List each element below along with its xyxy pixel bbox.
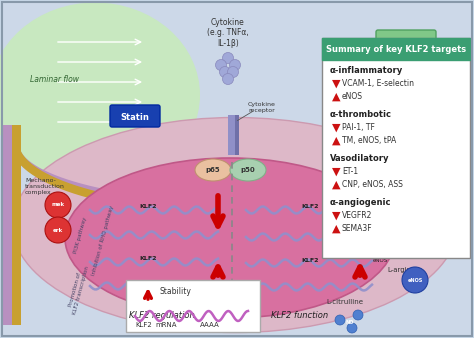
Text: KLF2 function: KLF2 function (272, 311, 328, 319)
Text: CNP, eNOS, ASS: CNP, eNOS, ASS (342, 180, 403, 189)
FancyBboxPatch shape (423, 123, 447, 139)
Text: TM, eNOS, tPA: TM, eNOS, tPA (342, 136, 396, 145)
Text: ▲: ▲ (332, 136, 340, 146)
Text: eNOS: eNOS (342, 92, 363, 101)
Text: ▲: ▲ (332, 92, 340, 102)
Ellipse shape (396, 70, 468, 130)
Circle shape (353, 310, 363, 320)
Text: α-inflammatory: α-inflammatory (330, 66, 403, 75)
Text: p50: p50 (241, 167, 255, 173)
Text: KLF2: KLF2 (301, 258, 319, 263)
Bar (12, 125, 21, 325)
Text: Protein C: Protein C (390, 38, 422, 44)
Text: Stability: Stability (160, 287, 192, 295)
Text: ▲: ▲ (332, 224, 340, 234)
Text: APC: APC (388, 75, 402, 81)
Text: Cytokine
(e.g. TNFα,
IL-1β): Cytokine (e.g. TNFα, IL-1β) (207, 18, 249, 48)
Ellipse shape (12, 118, 457, 333)
Text: Inhibition of RHO pathway: Inhibition of RHO pathway (91, 204, 115, 275)
Ellipse shape (65, 158, 395, 318)
Text: VCAM-1, E-selectin: VCAM-1, E-selectin (342, 79, 414, 88)
Text: ET-1: ET-1 (342, 167, 358, 176)
Text: Promotion of
KLF2 transcription: Promotion of KLF2 transcription (66, 265, 90, 315)
Text: α-thrombotic: α-thrombotic (330, 110, 392, 119)
Ellipse shape (195, 159, 231, 181)
Text: L-arginine: L-arginine (388, 267, 422, 273)
Circle shape (45, 192, 71, 218)
Text: Laminar flow: Laminar flow (30, 75, 79, 84)
Text: Vasodilatory: Vasodilatory (330, 154, 390, 163)
Circle shape (229, 59, 240, 71)
Text: KLF2 regulation: KLF2 regulation (129, 311, 195, 319)
Text: erk: erk (53, 227, 63, 233)
Bar (3, 125, 12, 325)
FancyBboxPatch shape (110, 105, 160, 127)
Text: ▼: ▼ (332, 211, 340, 221)
Circle shape (222, 52, 234, 64)
Text: PI3K pathway: PI3K pathway (73, 216, 87, 254)
FancyBboxPatch shape (126, 280, 260, 332)
Text: Mechano-
transduction
complex: Mechano- transduction complex (25, 178, 65, 195)
Circle shape (402, 267, 428, 293)
Text: KLF2: KLF2 (135, 322, 152, 328)
Circle shape (347, 323, 357, 333)
Text: PAI-1, TF: PAI-1, TF (342, 123, 375, 132)
Bar (228, 115, 235, 155)
Text: L-citrulline: L-citrulline (327, 299, 364, 305)
Text: AAAA: AAAA (200, 322, 220, 328)
FancyBboxPatch shape (376, 30, 436, 50)
Text: SEMA3F: SEMA3F (342, 224, 373, 233)
Text: Thrombin: Thrombin (415, 97, 449, 103)
Circle shape (45, 217, 71, 243)
Text: KLF2: KLF2 (139, 204, 157, 210)
Circle shape (228, 67, 238, 77)
Text: VCAM-1
E-selectin: VCAM-1 E-selectin (375, 200, 401, 210)
Text: Summary of key KLF2 targets: Summary of key KLF2 targets (326, 45, 466, 53)
Text: Cytokine
receptor: Cytokine receptor (248, 102, 276, 113)
Text: TM
eNOS: TM eNOS (373, 252, 388, 263)
Ellipse shape (230, 159, 266, 181)
Bar (322, 38, 470, 60)
Text: mek: mek (52, 202, 64, 208)
Text: NO: NO (346, 320, 354, 325)
Circle shape (219, 67, 230, 77)
Circle shape (335, 315, 345, 325)
Bar (322, 38, 470, 258)
Text: eNOS: eNOS (407, 277, 423, 283)
Circle shape (222, 73, 234, 84)
Ellipse shape (376, 68, 414, 88)
Text: ▼: ▼ (332, 79, 340, 89)
Text: mRNA: mRNA (155, 322, 176, 328)
Text: VEGFR2: VEGFR2 (342, 211, 373, 220)
Text: α-angiogenic: α-angiogenic (330, 198, 392, 207)
Text: ▲: ▲ (332, 180, 340, 190)
Text: KLF2: KLF2 (139, 256, 157, 261)
Circle shape (216, 59, 227, 71)
Text: p65: p65 (206, 167, 220, 173)
Text: Statin: Statin (120, 113, 149, 121)
Text: TM: TM (430, 129, 439, 135)
Bar (235, 115, 239, 155)
Text: ▼: ▼ (332, 167, 340, 177)
Ellipse shape (0, 2, 200, 188)
Text: ▼: ▼ (332, 123, 340, 133)
Text: KLF2: KLF2 (301, 204, 319, 210)
